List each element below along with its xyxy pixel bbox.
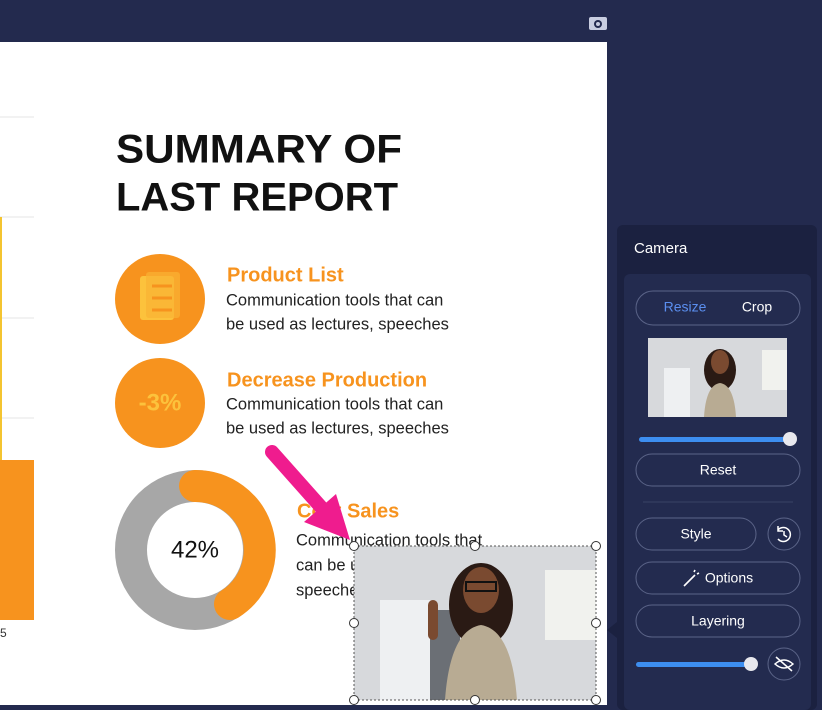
history-icon	[777, 526, 792, 543]
slider-thumb[interactable]	[744, 657, 758, 671]
slider[interactable]	[639, 437, 790, 442]
tab-resize[interactable]: Resize	[664, 299, 707, 315]
style-button[interactable]	[635, 517, 757, 551]
panel-title: Camera	[634, 240, 688, 257]
camera-icon[interactable]	[589, 17, 607, 30]
options-button[interactable]	[635, 561, 801, 595]
button-label: Layering	[691, 613, 745, 629]
visibility-button[interactable]	[767, 647, 801, 681]
item-text: speeches	[296, 581, 367, 599]
camera-overlay[interactable]	[349, 541, 601, 705]
button-label: Style	[680, 526, 711, 542]
list-icon	[140, 272, 180, 320]
slide-title: SUMMARY OF	[116, 128, 402, 172]
layering-button[interactable]	[635, 604, 801, 638]
item-heading: Product List	[227, 264, 344, 286]
item-text: Communication tools that can	[226, 395, 443, 413]
eye-icon	[773, 656, 795, 672]
button-label: Options	[705, 570, 753, 586]
slider-thumb[interactable]	[783, 432, 797, 446]
chart-label: 5	[0, 626, 7, 640]
button-label: Reset	[700, 462, 737, 478]
wand-icon	[683, 569, 700, 587]
arrow	[265, 445, 350, 540]
tab-group	[635, 290, 801, 326]
history-button[interactable]	[767, 517, 801, 551]
donut-arc	[179, 469, 276, 620]
chart-fragment	[0, 116, 34, 419]
camera-preview	[648, 338, 787, 417]
item-text: Communication tools that can	[226, 291, 443, 309]
opacity-slider[interactable]	[636, 662, 752, 667]
tab-crop[interactable]: Crop	[742, 299, 773, 315]
item-heading: Decrease Production	[227, 369, 427, 391]
chart-bar	[0, 460, 34, 620]
item-text: be used as lectures, speeches	[226, 419, 449, 437]
slide-title: LAST REPORT	[116, 176, 398, 220]
item-badge: -3%	[139, 389, 182, 416]
donut-label: 42%	[171, 536, 219, 563]
panel-pointer	[607, 622, 617, 638]
item-text: be used as lectures, speeches	[226, 315, 449, 333]
item-icon	[115, 358, 205, 448]
reset-button[interactable]	[635, 453, 801, 487]
